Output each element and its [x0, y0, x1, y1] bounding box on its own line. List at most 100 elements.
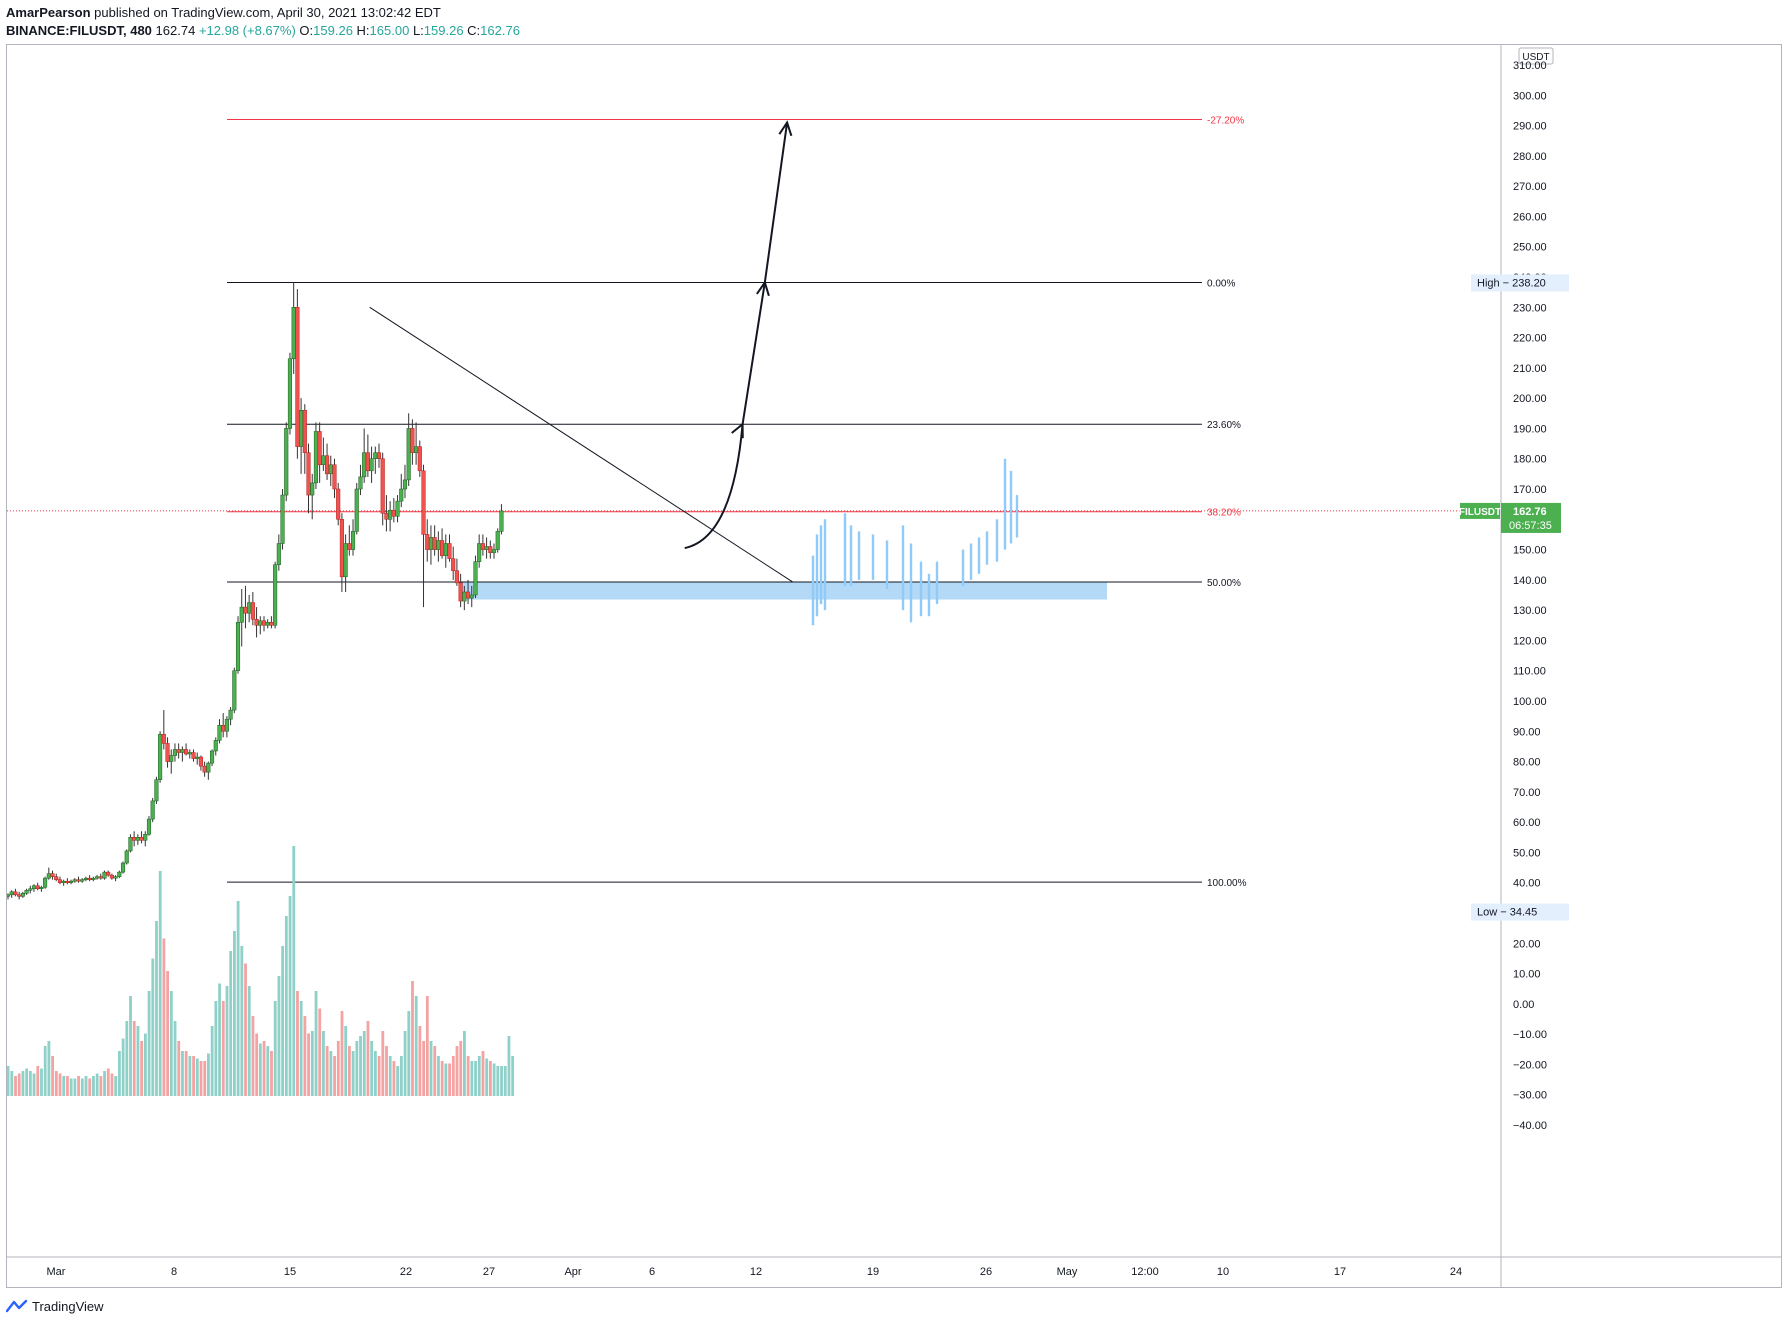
candle [72, 879, 77, 882]
x-tick-label: 17 [1334, 1266, 1346, 1278]
volume-bar [77, 1076, 80, 1096]
tradingview-brand[interactable]: TradingView [32, 1298, 104, 1314]
candle [232, 670, 237, 711]
candle [61, 880, 66, 883]
volume-bar [140, 1041, 144, 1096]
volume-bar [188, 1056, 192, 1096]
candle [388, 509, 393, 520]
candle [402, 479, 408, 490]
candle [495, 531, 500, 550]
y-tick-label: −20.00 [1513, 1059, 1547, 1071]
candle [13, 891, 18, 896]
candle [491, 549, 497, 553]
candle [254, 618, 259, 626]
candle [31, 885, 37, 890]
volume-bar [262, 1041, 266, 1096]
volume-bar [103, 1071, 106, 1096]
candle [83, 877, 88, 880]
candle [440, 540, 445, 556]
volume-bar [25, 1068, 29, 1096]
volume-bar [422, 1041, 426, 1096]
footer: TradingView [6, 1296, 104, 1316]
high-label: H: [356, 23, 370, 38]
volume-bar [184, 1051, 188, 1096]
y-tick-label: 0.00 [1513, 999, 1534, 1011]
volume-bar [114, 1076, 118, 1096]
x-tick-label: 24 [1450, 1266, 1462, 1278]
volume-bar [21, 1071, 25, 1096]
candle [143, 834, 148, 841]
volume-bar [318, 1008, 322, 1096]
candle [35, 885, 40, 890]
author-name[interactable]: AmarPearson [6, 5, 91, 20]
candle [443, 543, 448, 556]
volume-bar [247, 986, 251, 1096]
high-tag [1471, 274, 1569, 292]
candle [436, 540, 441, 550]
arrow-head [778, 120, 793, 137]
y-tick-label: 90.00 [1513, 726, 1541, 738]
volume-bar [258, 1043, 262, 1096]
volume-bar [147, 991, 151, 1096]
candle [362, 452, 367, 478]
y-tick-label: 80.00 [1513, 757, 1541, 769]
volume-bar [492, 1063, 496, 1096]
candle [480, 543, 485, 550]
arrow-head [731, 422, 744, 439]
price-chart[interactable]: -27.20% 0.00% 23.60% 38.20% 50.00% 100.00% US… [7, 45, 1781, 1287]
arrow-head [756, 280, 770, 297]
candle [432, 537, 437, 550]
candle [425, 534, 430, 550]
volume-bar [92, 1076, 95, 1096]
volume-bar [121, 1038, 125, 1096]
volume-bar [207, 1053, 210, 1096]
candle [280, 494, 285, 544]
volume-bar [162, 938, 166, 1096]
y-tick-label: 220.00 [1513, 333, 1547, 345]
volume-bar [288, 896, 292, 1096]
y-tick-label: 300.00 [1513, 90, 1547, 102]
candle [106, 871, 111, 876]
volume-bar [225, 986, 229, 1096]
volume-bar [10, 1071, 14, 1096]
volume-bar [299, 1001, 303, 1096]
volume-bar [448, 1063, 451, 1096]
candle [113, 876, 118, 879]
candle [477, 543, 482, 562]
volume-bar [325, 1046, 329, 1096]
candle [399, 488, 404, 502]
candle [414, 446, 419, 453]
volume-bar [255, 1033, 259, 1096]
candle [265, 622, 270, 626]
candle [410, 428, 415, 453]
y-tick-label: 110.00 [1513, 666, 1546, 678]
candle [451, 558, 456, 572]
volume-bar [195, 1058, 199, 1096]
y-tick-label: 260.00 [1513, 211, 1547, 223]
candle [350, 531, 356, 550]
volume-bar [403, 1031, 407, 1096]
candle [191, 752, 196, 759]
volume-bar [466, 1056, 470, 1096]
volume-bar [155, 921, 158, 1096]
support-zone [462, 581, 1107, 600]
x-tick-label: 15 [284, 1266, 296, 1278]
volume-bar [284, 916, 288, 1096]
volume-bar [173, 1021, 177, 1096]
candle [132, 837, 137, 841]
volume-bar [17, 1073, 21, 1096]
volume-bar [411, 981, 414, 1096]
volume-bar [503, 1066, 507, 1096]
volume-bar [143, 1033, 147, 1096]
volume-bar [88, 1078, 92, 1096]
x-tick-label: Apr [564, 1266, 581, 1278]
candle [354, 488, 359, 532]
candle [146, 818, 152, 835]
chart-frame[interactable]: -27.20% 0.00% 23.60% 38.20% 50.00% 100.00% US… [6, 44, 1782, 1288]
candle [373, 452, 378, 459]
chart-header: AmarPearson published on TradingView.com… [6, 4, 520, 40]
tradingview-logo-icon[interactable] [6, 1299, 28, 1313]
candle [291, 307, 296, 360]
candle [469, 594, 474, 599]
candle [406, 428, 411, 481]
